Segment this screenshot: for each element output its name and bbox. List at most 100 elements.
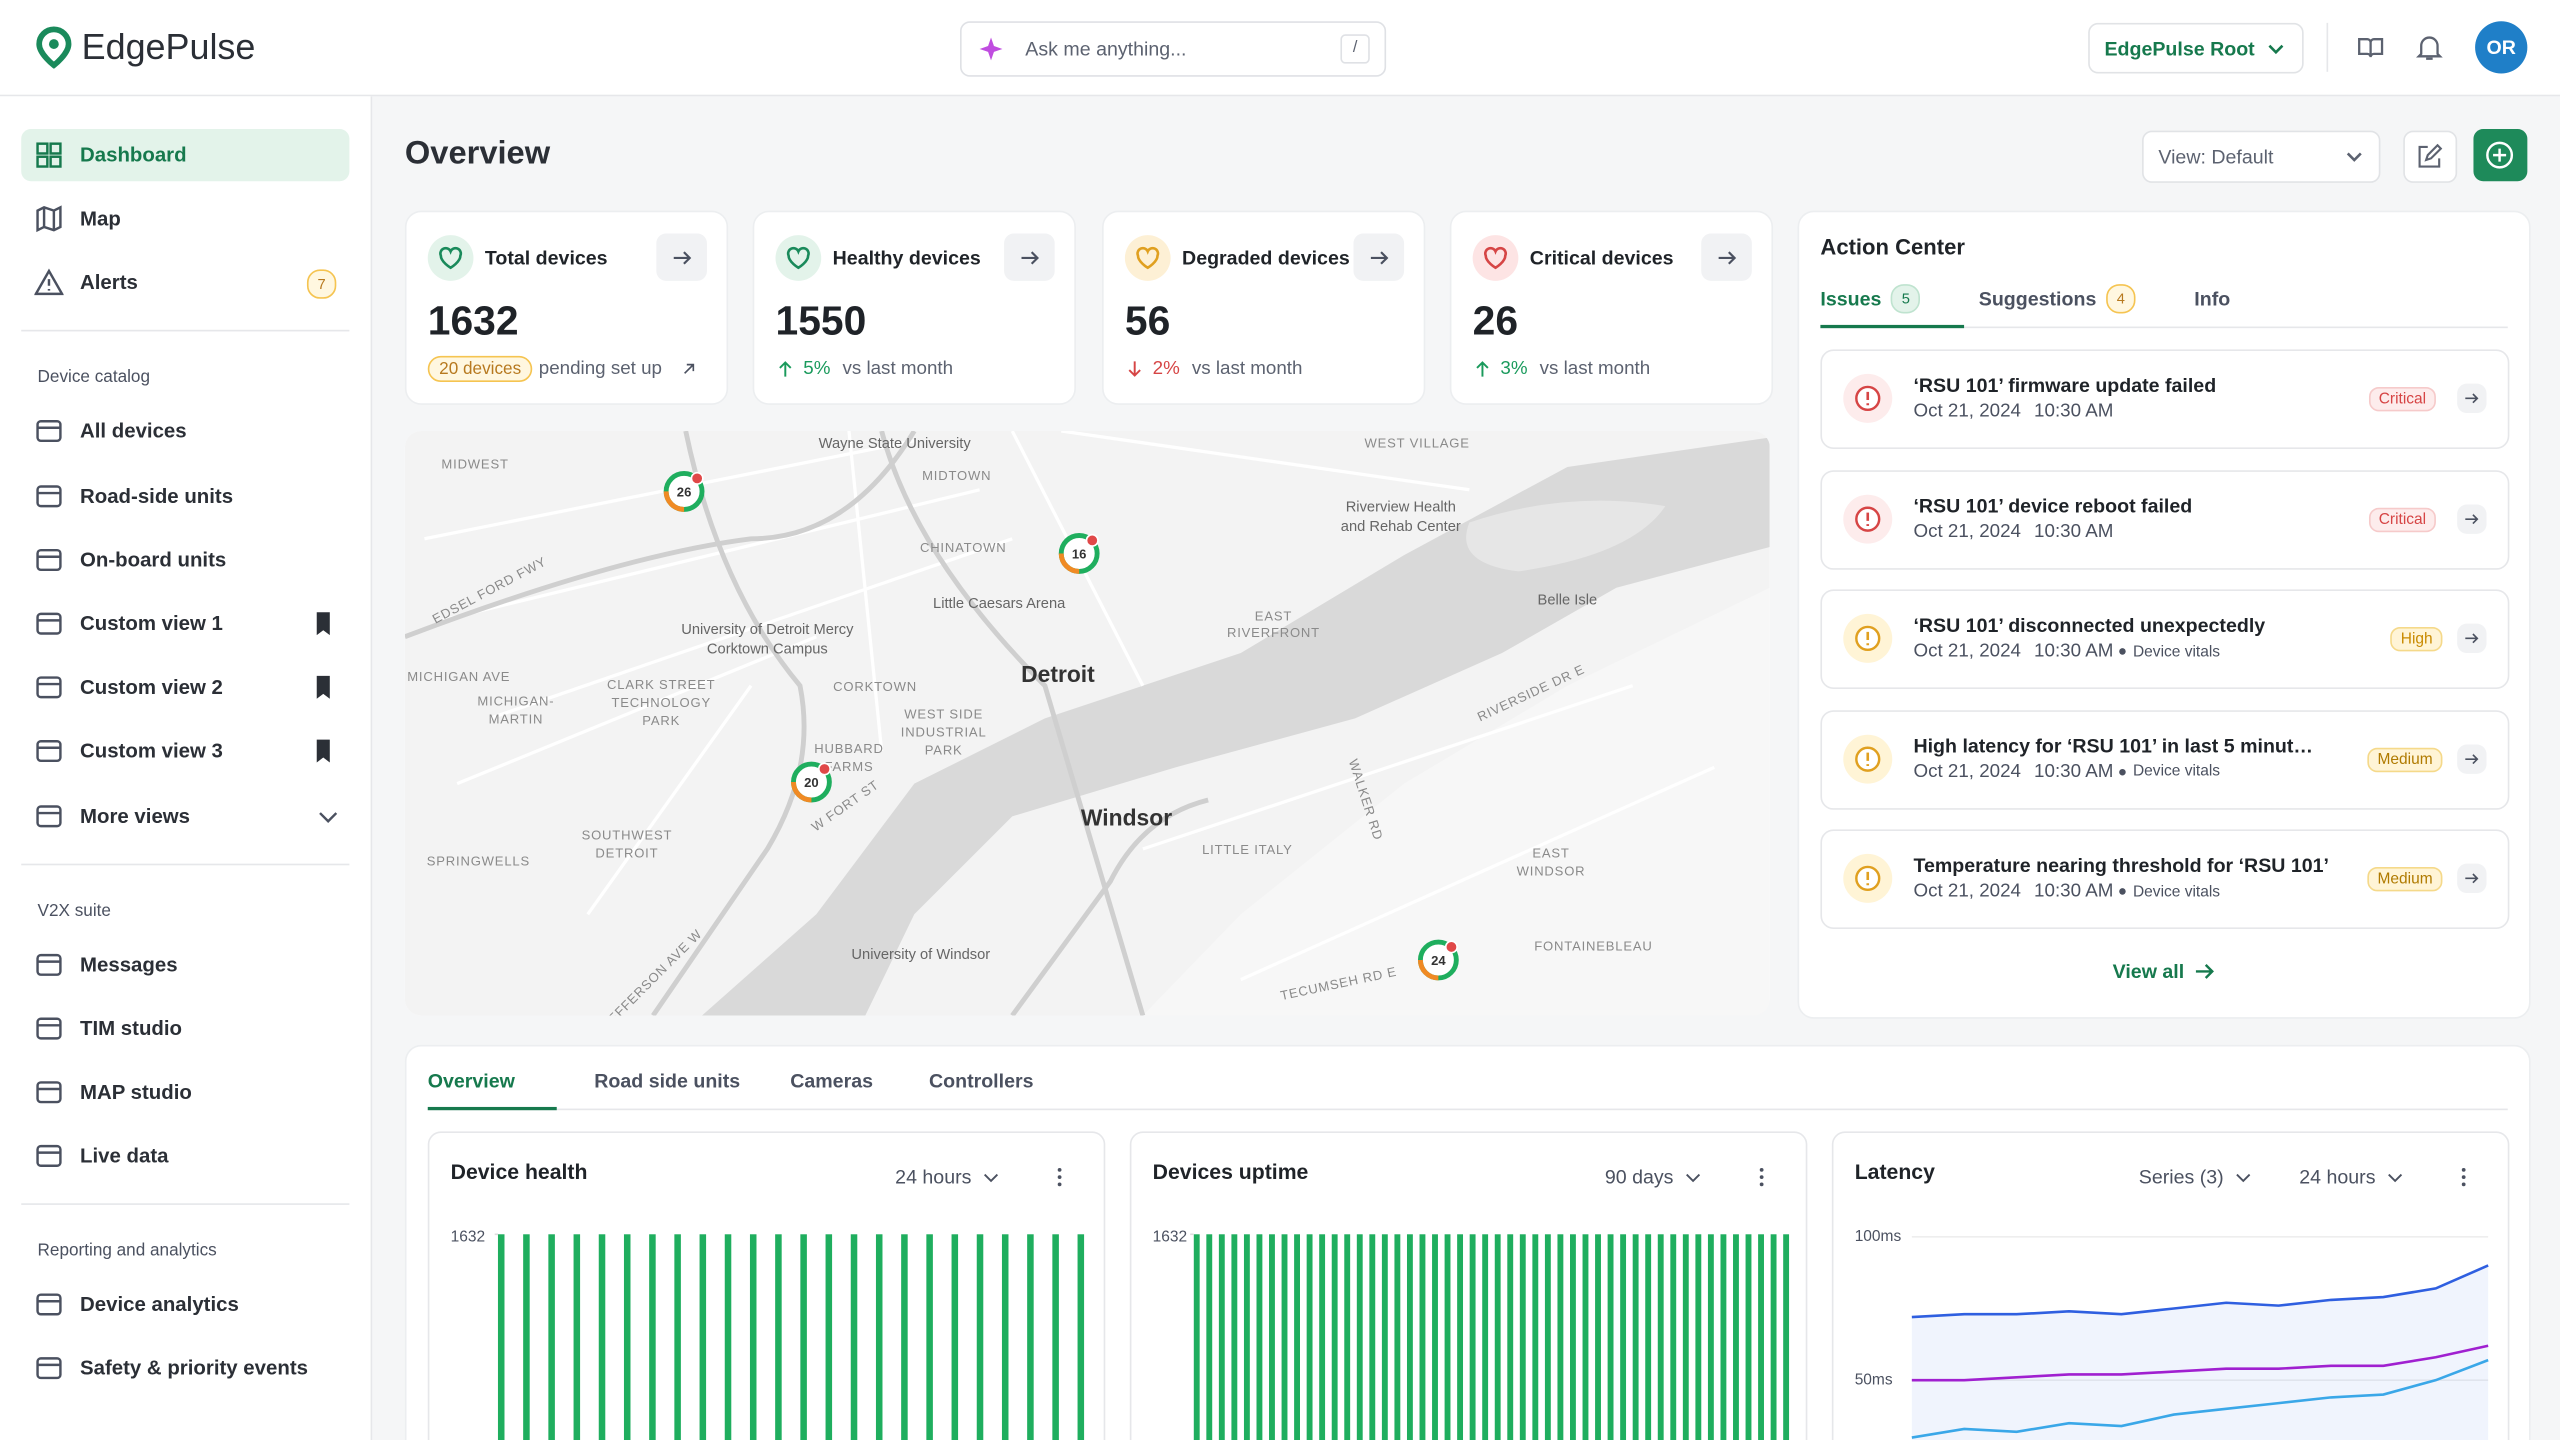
map-label: MICHIGAN- bbox=[477, 693, 554, 708]
open-button[interactable] bbox=[2457, 743, 2487, 774]
view-select[interactable]: View: Default bbox=[2142, 130, 2381, 183]
nav-item[interactable]: MAP studio bbox=[21, 1066, 349, 1118]
bar-segment bbox=[573, 1234, 581, 1440]
docs-icon[interactable] bbox=[2356, 33, 2385, 62]
tab[interactable]: Info bbox=[2194, 284, 2230, 313]
dropdown[interactable]: Series (3) bbox=[2139, 1166, 2255, 1189]
icon bbox=[1717, 250, 1736, 264]
bar bbox=[1570, 1234, 1576, 1440]
map-label: SOUTHWEST bbox=[582, 827, 673, 842]
issue-meta: Oct 21, 2024 10:30 AM bbox=[1913, 522, 2113, 542]
avatar[interactable]: OR bbox=[2475, 21, 2528, 74]
nav-item[interactable]: Custom view 1 bbox=[21, 597, 349, 649]
icon-part bbox=[2465, 513, 2479, 524]
nav-item[interactable]: Custom view 3 bbox=[21, 725, 349, 777]
issue-card[interactable]: Temperature nearing threshold for ‘RSU 1… bbox=[1820, 829, 2510, 929]
nav-item[interactable]: Live data bbox=[21, 1130, 349, 1182]
nav-item[interactable]: On-board units bbox=[21, 533, 349, 585]
icon-part bbox=[786, 246, 810, 270]
icon-part bbox=[1476, 361, 1489, 377]
open-button[interactable] bbox=[2457, 503, 2487, 534]
open-button[interactable] bbox=[2457, 863, 2487, 894]
org-select[interactable]: EdgePulse Root bbox=[2088, 22, 2304, 74]
bell-icon[interactable] bbox=[2415, 33, 2444, 62]
issue-card[interactable]: ‘RSU 101’ disconnected unexpectedly Oct 2… bbox=[1820, 589, 2510, 689]
tab[interactable]: Overview bbox=[427, 1069, 515, 1093]
icon-part bbox=[49, 142, 62, 155]
edit-button[interactable] bbox=[2403, 130, 2458, 183]
nav-label: Map bbox=[80, 207, 121, 231]
nav-item[interactable]: TIM studio bbox=[21, 1002, 349, 1054]
nav-item[interactable]: Map bbox=[21, 193, 349, 245]
tab[interactable]: Cameras bbox=[790, 1069, 873, 1093]
icon bbox=[1057, 1168, 1062, 1187]
ai-icon bbox=[979, 37, 1003, 61]
issue-card[interactable]: ‘RSU 101’ device reboot failed Oct 21, 20… bbox=[1820, 469, 2510, 569]
alert-dot bbox=[1085, 533, 1099, 547]
nav-item[interactable]: Safety & priority events bbox=[21, 1342, 349, 1394]
cluster[interactable]: 24 bbox=[1417, 939, 1459, 981]
chart-card: Devices uptime 1632 90 days bbox=[1129, 1131, 1808, 1440]
map-label: FONTAINEBLEAU bbox=[1534, 938, 1652, 953]
map-label: CORKTOWN bbox=[833, 679, 917, 694]
icon bbox=[439, 246, 463, 270]
nav-label: Custom view 3 bbox=[80, 740, 223, 763]
icon-part bbox=[684, 363, 695, 374]
view-all[interactable]: View all bbox=[2113, 960, 2216, 983]
icon-part bbox=[672, 250, 691, 264]
open-button[interactable] bbox=[1004, 233, 1055, 281]
cluster[interactable]: 16 bbox=[1058, 533, 1100, 574]
line bbox=[1911, 1344, 2489, 1382]
badge: 7 bbox=[306, 270, 337, 300]
nav-item[interactable]: More views bbox=[21, 789, 349, 841]
issue-date: Oct 21, 2024 bbox=[1913, 401, 2021, 422]
bar bbox=[1444, 1234, 1451, 1440]
nav-item[interactable]: Alerts 7 bbox=[21, 257, 349, 309]
stat-label: Critical devices bbox=[1529, 246, 1674, 270]
cluster[interactable]: 20 bbox=[791, 761, 832, 803]
bar bbox=[1645, 1234, 1652, 1440]
icon bbox=[36, 676, 62, 699]
cluster-arc bbox=[663, 491, 685, 512]
open-button[interactable] bbox=[656, 233, 707, 281]
add-button[interactable] bbox=[2473, 128, 2528, 182]
issue-icon bbox=[1843, 373, 1893, 423]
dropdown[interactable]: 90 days bbox=[1605, 1166, 1705, 1189]
icon bbox=[983, 1173, 999, 1183]
tab[interactable]: Road side units bbox=[594, 1069, 741, 1093]
issue-card[interactable]: High latency for ‘RSU 101’ in last 5 min… bbox=[1820, 709, 2510, 809]
issue-source: Device vitals bbox=[2132, 642, 2221, 661]
open-button[interactable] bbox=[2457, 383, 2487, 414]
bar bbox=[1733, 1234, 1739, 1440]
search-box[interactable]: Ask me anything... / bbox=[960, 21, 1387, 77]
issue-card[interactable]: ‘RSU 101’ firmware update failed Oct 21, … bbox=[1820, 349, 2510, 449]
open-button[interactable] bbox=[1701, 233, 1752, 281]
nav-item[interactable]: Custom view 2 bbox=[21, 661, 349, 713]
icon-part bbox=[36, 953, 62, 976]
nav-label: Safety & priority events bbox=[80, 1357, 308, 1380]
map[interactable]: Wayne State University MIDTOWN WEST VILLAG… bbox=[404, 431, 1770, 1016]
stat-label: Total devices bbox=[484, 246, 608, 270]
nav-item[interactable]: Messages bbox=[21, 938, 349, 990]
icon bbox=[1855, 385, 1881, 412]
cluster[interactable]: 26 bbox=[663, 471, 705, 512]
nav-item[interactable]: Dashboard bbox=[21, 128, 350, 182]
dropdown[interactable]: 24 hours bbox=[895, 1166, 1002, 1189]
tab[interactable]: Controllers bbox=[928, 1069, 1034, 1093]
nav-item[interactable]: All devices bbox=[21, 406, 349, 458]
dropdown[interactable]: 24 hours bbox=[2299, 1166, 2406, 1189]
icon-part bbox=[2461, 1175, 2466, 1180]
open-button[interactable] bbox=[2457, 623, 2487, 654]
tab[interactable]: Suggestions 4 bbox=[1979, 284, 2136, 314]
icon-part bbox=[36, 1357, 62, 1380]
icon bbox=[779, 361, 792, 377]
severity: Critical bbox=[2368, 506, 2436, 532]
nav-item[interactable]: Device analytics bbox=[21, 1278, 349, 1330]
icon bbox=[1855, 625, 1881, 652]
bar bbox=[1783, 1234, 1790, 1440]
stat-icon bbox=[775, 235, 822, 281]
tab[interactable]: Issues 5 bbox=[1820, 284, 1921, 314]
open-button[interactable] bbox=[1353, 233, 1405, 281]
icon-part bbox=[36, 1081, 62, 1104]
nav-item[interactable]: Road-side units bbox=[21, 469, 349, 521]
